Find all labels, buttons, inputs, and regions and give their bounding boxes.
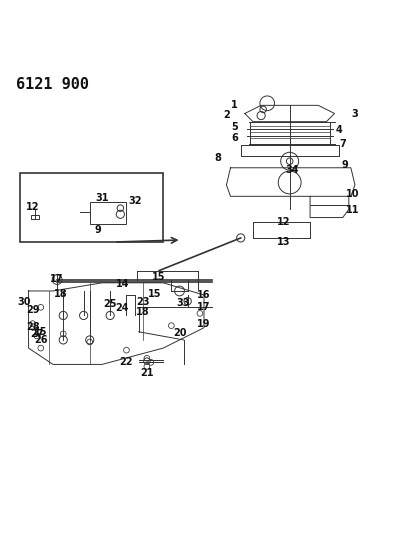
Text: 18: 18 [136,307,150,317]
Bar [20,173,163,242]
Text: 2: 2 [223,110,230,120]
Text: 30: 30 [18,297,31,307]
Text: 5: 5 [231,122,238,132]
Text: 12: 12 [277,217,290,228]
Text: 22: 22 [120,358,133,367]
Text: 1: 1 [231,100,238,110]
Text: 33: 33 [177,298,191,308]
Text: 34: 34 [285,165,299,175]
Text: 21: 21 [140,368,154,378]
Text: 9: 9 [341,160,348,171]
Text: 7: 7 [339,139,346,149]
Text: 20: 20 [173,328,186,337]
Text: 32: 32 [128,196,142,206]
Text: 15: 15 [148,289,162,299]
Text: 11: 11 [346,205,360,215]
Text: 25: 25 [103,299,117,309]
Text: 29: 29 [26,305,40,315]
Text: 19: 19 [197,319,211,329]
Text: 17: 17 [50,274,64,284]
Text: 4: 4 [335,125,342,135]
Text: 13: 13 [277,237,290,247]
Text: 6121 900: 6121 900 [16,77,89,92]
Bar [31,215,39,219]
Text: 10: 10 [346,189,360,199]
Text: 23: 23 [136,296,150,306]
Text: 27: 27 [30,329,44,339]
Text: 14: 14 [115,279,129,289]
Text: 9: 9 [95,225,101,235]
Text: 8: 8 [215,154,222,164]
Text: 28: 28 [26,322,40,332]
Text: 15: 15 [152,272,166,282]
Bar [90,202,126,224]
Text: 26: 26 [34,335,48,345]
Text: 15: 15 [34,327,48,337]
Text: 24: 24 [115,303,129,313]
Text: 12: 12 [26,203,40,212]
Text: 31: 31 [95,193,109,203]
Text: 18: 18 [54,289,68,299]
Text: 16: 16 [197,290,211,300]
Text: 3: 3 [352,109,358,118]
Text: 17: 17 [197,302,211,312]
Text: 6: 6 [231,133,238,143]
